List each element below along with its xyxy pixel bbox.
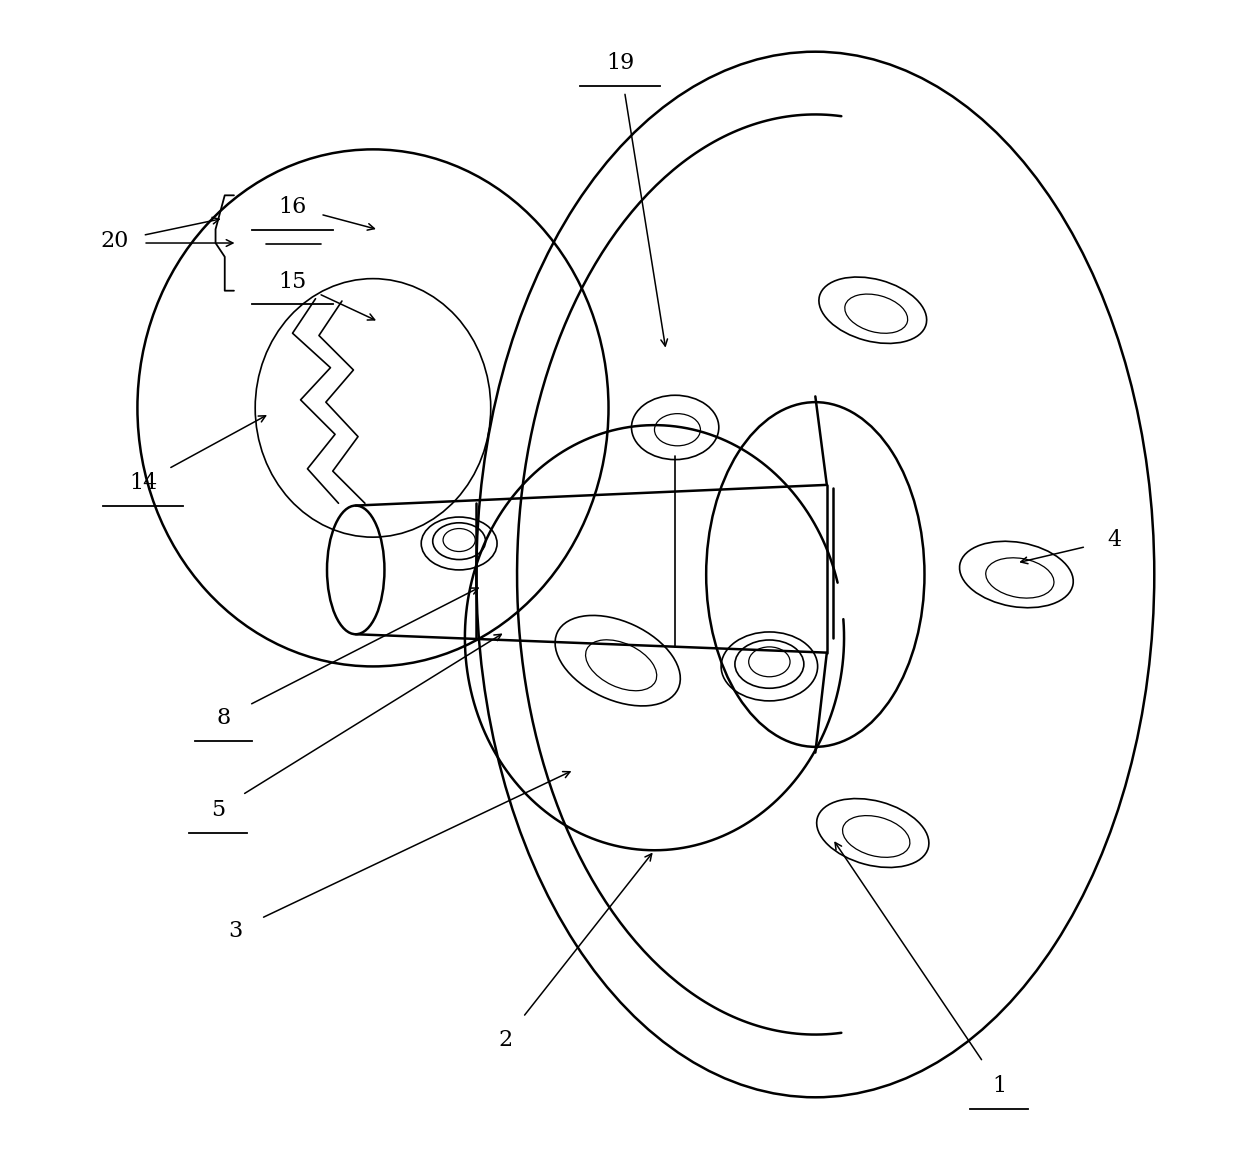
Text: 2: 2 — [498, 1028, 512, 1051]
Text: 16: 16 — [279, 195, 306, 218]
Text: 1: 1 — [992, 1074, 1006, 1097]
Text: 8: 8 — [217, 707, 231, 730]
Text: 4: 4 — [1107, 529, 1121, 552]
Text: 3: 3 — [228, 919, 242, 942]
Text: 14: 14 — [129, 471, 157, 494]
Text: 15: 15 — [279, 270, 306, 293]
Text: 19: 19 — [606, 52, 634, 75]
Text: 20: 20 — [100, 230, 129, 253]
Text: 5: 5 — [211, 799, 224, 822]
